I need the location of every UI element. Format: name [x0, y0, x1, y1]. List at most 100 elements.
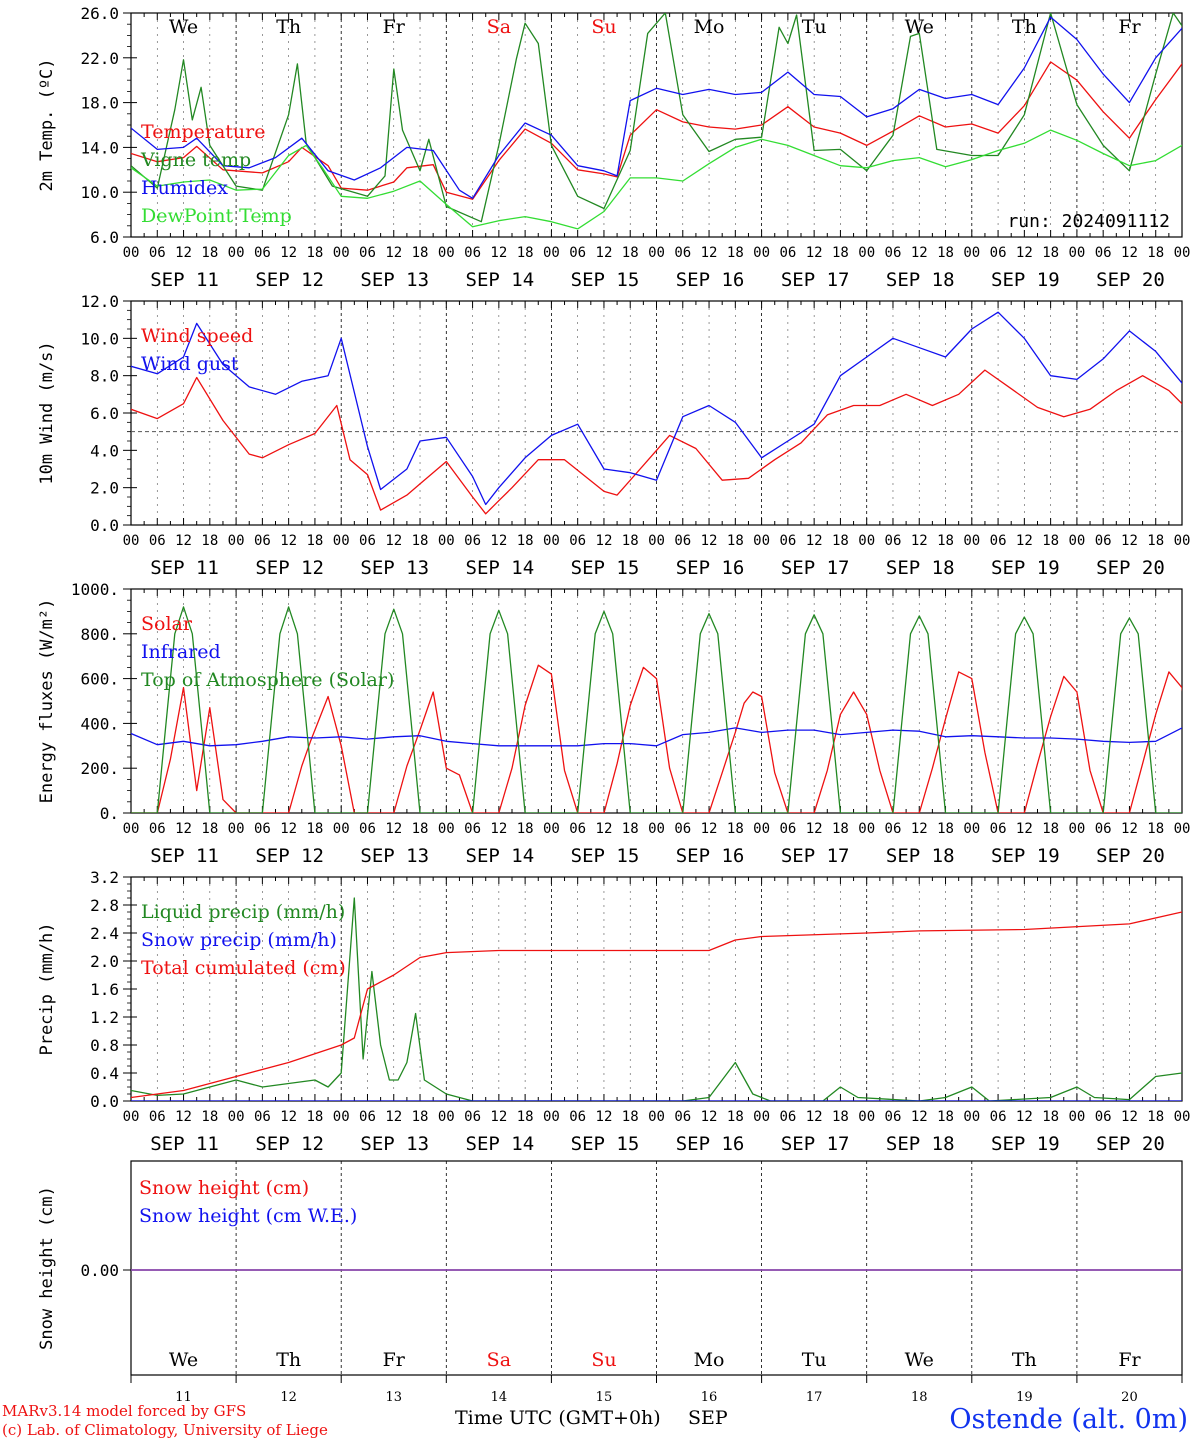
date-label: SEP 17 [781, 557, 850, 579]
hour-label: 18 [517, 533, 534, 549]
hour-label: 12 [280, 533, 297, 549]
hour-label: 18 [1042, 1109, 1059, 1125]
hour-label: 00 [1174, 245, 1191, 261]
date-label: SEP 17 [781, 1133, 850, 1155]
legend-entry: Snow precip (mm/h) [141, 929, 337, 951]
hour-label: 00 [333, 245, 350, 261]
date-label: SEP 14 [466, 269, 535, 291]
hour-label: 06 [674, 245, 691, 261]
hour-label: 06 [779, 1109, 796, 1125]
hour-label: 12 [701, 1109, 718, 1125]
date-label: SEP 20 [1096, 1133, 1165, 1155]
hour-label: 12 [806, 245, 823, 261]
hour-label: 06 [359, 1109, 376, 1125]
weekday-label: Th [1012, 16, 1037, 38]
model-credit: MARv3.14 model forced by GFS [2, 1402, 246, 1420]
legend-entry: Snow height (cm) [139, 1177, 309, 1199]
hour-label: 06 [569, 533, 586, 549]
hour-label: 12 [911, 245, 928, 261]
hour-label: 18 [727, 245, 744, 261]
hour-label: 00 [228, 245, 245, 261]
y-tick-label: 800. [80, 625, 119, 644]
y-axis-label: 10m Wind (m/s) [37, 341, 57, 484]
weekday-label: Mo [694, 1349, 725, 1371]
date-label: SEP 13 [360, 557, 429, 579]
date-label: SEP 18 [886, 269, 955, 291]
hour-label: 18 [306, 821, 323, 837]
series-line-top-of-atmosphere-solar- [131, 606, 1182, 813]
legend-entry: Top of Atmosphere (Solar) [141, 669, 394, 691]
hour-label: 06 [885, 1109, 902, 1125]
y-tick-label: 1.2 [90, 1008, 119, 1027]
hour-label: 12 [280, 245, 297, 261]
hour-label: 00 [438, 533, 455, 549]
date-label: SEP 16 [676, 269, 745, 291]
hour-label: 06 [359, 245, 376, 261]
hour-label: 06 [1095, 1109, 1112, 1125]
hour-label: 06 [1095, 533, 1112, 549]
hour-label: 12 [806, 1109, 823, 1125]
hour-label: 06 [254, 821, 271, 837]
y-tick-label: 18.0 [80, 94, 119, 113]
series-line-liquid-precip-mm-h- [131, 897, 1182, 1101]
series-line-humidex [131, 16, 1182, 199]
weekday-label: Tu [802, 1349, 827, 1371]
date-label: SEP 11 [150, 269, 219, 291]
wind-panel: 0.0 2.0 4.0 6.0 8.0 10.0 12.0 10m Wind (m/s) Win… [37, 292, 1190, 579]
hour-label: 06 [1095, 245, 1112, 261]
legend-entry: Infrared [141, 641, 221, 663]
hour-label: 00 [753, 245, 770, 261]
hour-label: 00 [1068, 533, 1085, 549]
date-label: SEP 11 [150, 1133, 219, 1155]
hour-label: 00 [1174, 821, 1191, 837]
y-axis-label: Energy fluxes (W/m²) [37, 599, 57, 804]
weekday-label: Su [591, 16, 616, 38]
day-number-label: 17 [806, 1390, 823, 1405]
hour-label: 06 [885, 245, 902, 261]
legend-entry: Total cumulated (cm) [141, 957, 346, 979]
y-tick-label: 2.8 [90, 896, 119, 915]
hour-label: 06 [569, 821, 586, 837]
hour-label: 12 [385, 245, 402, 261]
hour-label: 00 [543, 245, 560, 261]
station-label: Ostende (alt. 0m) [949, 1404, 1188, 1435]
weekday-label: Mo [694, 16, 725, 38]
hour-label: 18 [1147, 245, 1164, 261]
hour-label: 06 [990, 821, 1007, 837]
day-number-label: 16 [701, 1390, 718, 1405]
date-label: SEP 18 [886, 845, 955, 867]
hour-label: 18 [622, 1109, 639, 1125]
date-label: SEP 12 [255, 269, 324, 291]
y-tick-label: 600. [80, 670, 119, 689]
hour-label: 12 [1016, 821, 1033, 837]
weekday-label: Th [1012, 1349, 1037, 1371]
hour-label: 00 [858, 821, 875, 837]
date-label: SEP 15 [571, 269, 640, 291]
date-label: SEP 19 [991, 1133, 1060, 1155]
y-tick-label: 6.0 [90, 404, 119, 423]
hour-label: 06 [149, 821, 166, 837]
hour-label: 00 [438, 245, 455, 261]
date-label: SEP 14 [466, 1133, 535, 1155]
hour-label: 06 [149, 1109, 166, 1125]
hour-label: 00 [648, 821, 665, 837]
hour-label: 00 [963, 821, 980, 837]
day-number-label: 20 [1121, 1390, 1138, 1405]
hour-label: 18 [1042, 533, 1059, 549]
date-label: SEP 17 [781, 269, 850, 291]
hour-label: 06 [149, 533, 166, 549]
hour-label: 06 [464, 821, 481, 837]
y-axis-label: Precip (mm/h) [37, 922, 57, 1055]
hour-label: 06 [990, 533, 1007, 549]
day-number-label: 19 [1016, 1390, 1033, 1405]
y-tick-label: 14.0 [80, 138, 119, 157]
weekday-label: We [905, 1349, 934, 1371]
hour-label: 18 [1042, 245, 1059, 261]
hour-label: 00 [753, 821, 770, 837]
hour-label: 06 [885, 821, 902, 837]
hour-label: 12 [596, 1109, 613, 1125]
hour-label: 12 [1121, 821, 1138, 837]
hour-label: 18 [517, 821, 534, 837]
hour-label: 00 [858, 1109, 875, 1125]
